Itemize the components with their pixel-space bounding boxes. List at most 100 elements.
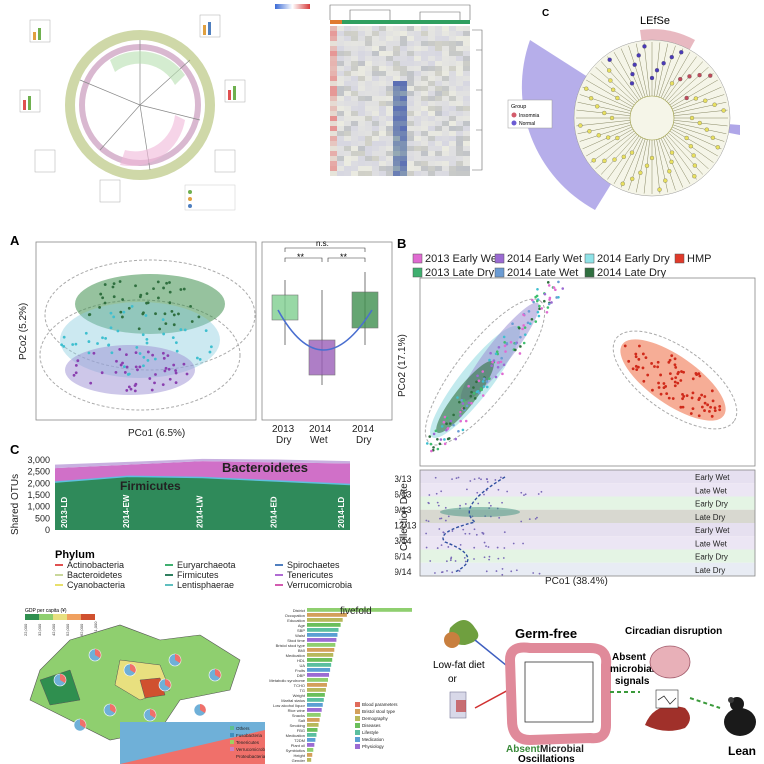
box-2013dry: [271, 294, 299, 321]
heatmap-cell: [442, 76, 449, 81]
hbar-label: FBG: [297, 728, 305, 733]
hbar-bar: [307, 693, 325, 697]
lefse-legend-insomnia: Insomnia: [519, 113, 540, 119]
lefse-inner-ring: [629, 95, 675, 141]
diet-or-label: or: [448, 674, 458, 685]
pcoa-b-hmp-point: [673, 357, 677, 361]
pcoa-b-hmp-point: [634, 355, 638, 359]
hbar-legend-label: Bristol stool type: [362, 709, 396, 714]
heatmap-cell: [365, 46, 372, 51]
heatmap-cell: [435, 91, 442, 96]
map-pie-slice: [165, 679, 171, 688]
heatmap-cell: [386, 166, 393, 171]
heatmap-cell: [337, 46, 344, 51]
heatmap-cell: [414, 26, 421, 31]
map-pie-slice: [60, 674, 66, 683]
lefse-node: [669, 150, 675, 155]
hbar-legend-label: Physiology: [362, 744, 385, 749]
heatmap-cell: [358, 171, 365, 176]
heatmap-cell: [393, 116, 400, 121]
heatmap-cell: [407, 51, 414, 56]
pcoa-b-hmp-point: [691, 407, 695, 411]
heatmap-cell: [358, 26, 365, 31]
pcoa-b-point: [452, 423, 455, 427]
heatmap-cell: [435, 136, 442, 141]
absent-label: Absent: [506, 744, 541, 755]
season-label: Late Wet: [695, 486, 728, 495]
pcoa-b-hmp-point: [651, 388, 654, 392]
pcoa-a-point: [174, 371, 178, 375]
heatmap-cell: [330, 146, 337, 151]
map-pie-slice: [110, 704, 116, 713]
heatmap-cell: [351, 166, 358, 171]
pcoa-b-point: [473, 397, 477, 400]
pcoa-b-legend-label: 2013 Early Wet: [425, 253, 500, 265]
timeline-point: [444, 519, 447, 522]
heatmap-cell: [400, 46, 407, 51]
heatmap-cell: [358, 101, 365, 106]
heatmap-cell: [407, 31, 414, 36]
pcoa-a-point: [151, 353, 155, 357]
heatmap-cell: [435, 156, 442, 161]
heatmap-cell: [379, 81, 386, 86]
pcoa-a-point: [60, 343, 63, 347]
map-pie-slice: [175, 654, 181, 663]
pcoa-b-point: [538, 304, 541, 308]
lefse-node: [689, 115, 695, 121]
pcoa-a-point: [74, 363, 78, 367]
map-tick: 42,000: [51, 623, 56, 636]
heatmap-cell: [386, 31, 393, 36]
map-tick: 32,000: [37, 623, 42, 636]
heatmap-cell: [372, 66, 379, 71]
heatmap-cell: [463, 66, 470, 71]
lefse-node: [697, 120, 702, 126]
heatmap-cell: [372, 106, 379, 111]
phylum-legend: ActinobacteriaBacteroidetesCyanobacteria…: [55, 560, 352, 590]
pcoa-a-point: [168, 281, 171, 284]
timeline-point: [447, 515, 450, 518]
map-pie-slice: [80, 719, 86, 728]
pcoa-a-point: [163, 369, 167, 373]
pcoa-b-point: [505, 342, 509, 345]
heatmap-cell: [365, 171, 372, 176]
heatmap-cell: [365, 106, 372, 111]
pcoa-b-legend-swatch: [494, 267, 505, 278]
pcoa-b-legend-swatch: [412, 267, 423, 278]
pcoa-b-point: [492, 359, 496, 362]
lefse-branch: [670, 79, 718, 108]
heatmap-cell: [379, 106, 386, 111]
heatmap-cell: [372, 81, 379, 86]
heatmap-cell: [435, 31, 442, 36]
map-tick: 52,000: [65, 623, 70, 636]
pcoa-a-point: [112, 282, 116, 286]
heatmap-cell: [330, 46, 337, 51]
heatmap-cell: [463, 96, 470, 101]
heatmap-cell: [428, 101, 435, 106]
heatmap-cell: [442, 171, 449, 176]
heatmap-cell: [337, 141, 344, 146]
timeline-point: [522, 542, 524, 545]
heatmap-cell: [407, 41, 414, 46]
heatmap-cell: [379, 116, 386, 121]
pcoa-b-point: [462, 399, 466, 402]
box-2014wet: [308, 339, 336, 376]
lefse-branch: [656, 139, 668, 193]
heatmap-cell: [358, 56, 365, 61]
pcoa-b-point: [496, 361, 500, 364]
heatmap-cell: [414, 56, 421, 61]
pcoa-b-point: [445, 428, 448, 432]
timeline-point: [425, 519, 428, 522]
pcoa-a-point: [156, 280, 160, 284]
heatmap-cell: [344, 31, 351, 36]
heatmap-cell: [442, 161, 449, 166]
heatmap-cell: [393, 126, 400, 131]
heatmap-cell: [386, 126, 393, 131]
heatmap-cell: [456, 141, 463, 146]
pcoa-b-season-labels: Early Wet Late Wet Early Dry Late Dry Early …: [695, 473, 730, 575]
lefse-node: [692, 174, 697, 179]
pcoa-b-point: [475, 390, 479, 394]
heatmap-cell: [386, 76, 393, 81]
heatmap-cell: [365, 146, 372, 151]
pcoa-a-point: [119, 310, 123, 314]
hbar-label: Waist: [295, 633, 306, 638]
